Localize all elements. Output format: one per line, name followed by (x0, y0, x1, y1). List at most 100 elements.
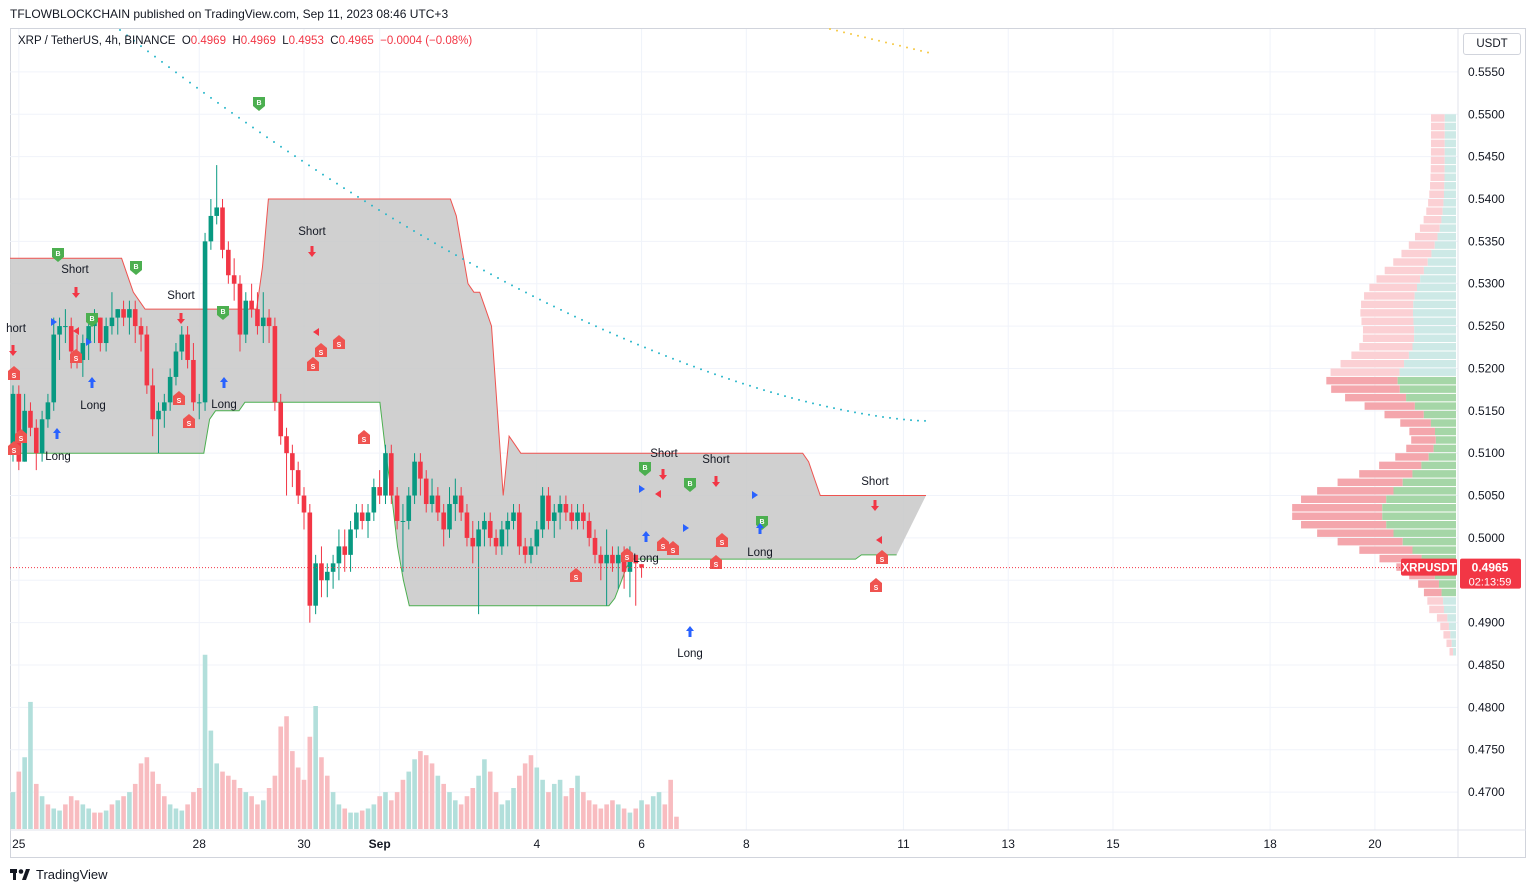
short-arrow-icon (871, 500, 879, 511)
volume-profile-bar-down (1429, 605, 1444, 614)
volume-profile-bar-down (1361, 317, 1414, 326)
volume-profile-bar-down (1360, 309, 1413, 317)
small-triangle-marker (86, 338, 92, 346)
range-cloud-top-line (10, 198, 926, 496)
trend-dot (644, 346, 646, 349)
trend-dot (140, 45, 142, 48)
y-tick-label: 0.5350 (1468, 234, 1505, 248)
trend-dot (609, 331, 611, 334)
volume-profile-bar-up (1412, 470, 1456, 478)
candle-body (121, 309, 126, 318)
sell-marker: S (870, 578, 882, 592)
buy-marker-letter: B (759, 519, 764, 526)
volume-bar (80, 804, 86, 829)
candle-body (517, 512, 522, 547)
trend-dot (777, 393, 779, 396)
volume-profile-bar-up (1433, 444, 1456, 453)
buy-marker-shape (253, 97, 265, 111)
volume-profile-bar-up (1435, 436, 1456, 444)
trend-dot (763, 389, 765, 392)
trend-dot (770, 391, 772, 394)
volume-profile-bar-up (1412, 309, 1456, 317)
buy-marker: B (639, 462, 651, 476)
volume-profile-bar-up (1447, 614, 1456, 622)
footer-brand: TradingView (36, 867, 108, 882)
sell-marker: S (173, 391, 185, 405)
candle-body (179, 334, 185, 352)
volume-bar (284, 716, 289, 829)
volume-profile-bar-up (1444, 165, 1456, 173)
volume-profile-bar-up (1439, 224, 1456, 232)
x-tick-label: 28 (193, 837, 207, 851)
sell-marker: S (657, 537, 669, 551)
volume-bar (604, 804, 609, 829)
volume-profile-bar-up (1382, 504, 1456, 512)
trend-dot (455, 254, 457, 257)
candles (10, 165, 644, 623)
buy-marker-shape (684, 478, 696, 492)
y-axis: 0.5550 0.5500 0.5450 0.5400 0.5350 0.5300 0.52… (1457, 29, 1505, 857)
candle-body (144, 334, 150, 386)
sell-marker-letter: S (74, 356, 79, 363)
volume-profile-bar-down (1362, 334, 1415, 343)
volume-bar (581, 792, 586, 829)
volume-profile-bar-down (1376, 275, 1421, 283)
volume-profile-bar-up (1438, 580, 1456, 588)
sell-marker: S (710, 555, 722, 569)
y-tick-label: 0.4800 (1468, 700, 1505, 714)
y-tick-label: 0.5500 (1468, 107, 1505, 121)
volume-profile-bar-up (1443, 597, 1456, 605)
candle-body (313, 563, 318, 606)
candle-body (51, 334, 57, 403)
buy-marker: B (217, 306, 229, 320)
volume-profile-bar-down (1292, 512, 1383, 520)
trend-dot (714, 373, 716, 376)
volume-profile-bar-down (1411, 436, 1436, 444)
y-tick-label: 0.4700 (1468, 785, 1505, 799)
candle-body (505, 520, 510, 530)
trend-dot (448, 250, 450, 253)
volume-profile-bar-up (1448, 622, 1456, 631)
volume-profile-bar-up (1431, 249, 1456, 258)
currency-button[interactable]: USDT (1463, 33, 1521, 55)
trend-dot (805, 400, 807, 403)
volume-bar (243, 792, 249, 829)
volume-bar (51, 808, 57, 829)
y-tick-label: 0.5400 (1468, 192, 1505, 206)
signal-label: Short (167, 290, 195, 302)
trend-dot (371, 204, 373, 207)
signal-label: Short (650, 448, 678, 460)
volume-profile-bar-down (1364, 402, 1415, 410)
candle-body (522, 546, 528, 555)
volume-bar (458, 804, 464, 829)
candle-body (534, 529, 540, 547)
volume-profile-bar-up (1444, 173, 1456, 182)
candle-body (278, 402, 284, 437)
candle-body (581, 512, 586, 521)
candle-body (377, 487, 382, 496)
candle-body (406, 495, 412, 521)
volume-bar (214, 763, 219, 829)
candle-body (586, 520, 592, 538)
volume-bar (534, 767, 540, 829)
volume-profile-bar-down (1418, 580, 1439, 588)
volume-profile-bar-down (1430, 131, 1445, 139)
candle-body (45, 402, 51, 420)
candle-body (272, 326, 278, 403)
volume-bar (74, 800, 80, 829)
price-tag-price: 0.4965 (1472, 561, 1509, 575)
long-arrow-icon (220, 377, 228, 388)
volume-bar (371, 804, 377, 829)
candle-body (295, 470, 301, 496)
volume-bar (406, 771, 412, 829)
volume-bar (63, 804, 68, 829)
volume-profile-bar-down (1326, 376, 1398, 385)
trend-dot (637, 343, 639, 346)
tradingview-logo-icon (10, 868, 30, 880)
long-arrow-icon (642, 531, 650, 542)
trend-dot (245, 121, 247, 124)
trend-dot (791, 397, 793, 400)
tradingview-logo[interactable]: TradingView (10, 867, 108, 882)
volume-bar (389, 800, 394, 829)
